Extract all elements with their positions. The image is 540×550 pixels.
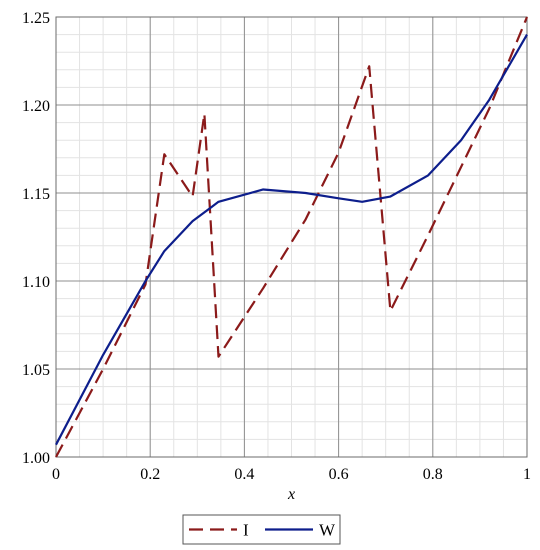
x-tick-label: 0.8 — [423, 466, 443, 483]
y-tick-label: 1.05 — [22, 362, 50, 379]
y-tick-labels: 1.00 1.05 1.10 1.15 1.20 1.25 — [22, 10, 50, 467]
plot-frame — [55, 16, 528, 458]
y-tick-label: 1.00 — [22, 450, 50, 467]
legend-box — [182, 514, 341, 545]
series-line-w — [55, 34, 528, 446]
x-tick-label: 0.2 — [140, 466, 160, 483]
minor-grid — [56, 17, 527, 457]
series-line-i — [55, 16, 529, 458]
legend-label-i: I — [243, 521, 249, 540]
y-tick-label: 1.15 — [22, 186, 50, 203]
x-axis-label: x — [287, 486, 295, 503]
y-tick-label: 1.25 — [22, 10, 50, 27]
y-tick-label: 1.10 — [22, 274, 50, 291]
x-tick-label: 0.4 — [234, 466, 254, 483]
x-tick-label: 0 — [52, 466, 60, 483]
series-layer — [55, 16, 529, 458]
y-tick-label: 1.20 — [22, 98, 50, 115]
x-tick-labels: 0 0.2 0.4 0.6 0.8 1 — [52, 466, 531, 483]
x-tick-label: 1 — [523, 466, 531, 483]
legend-label-w: W — [319, 521, 336, 540]
x-tick-label: 0.6 — [329, 466, 349, 483]
